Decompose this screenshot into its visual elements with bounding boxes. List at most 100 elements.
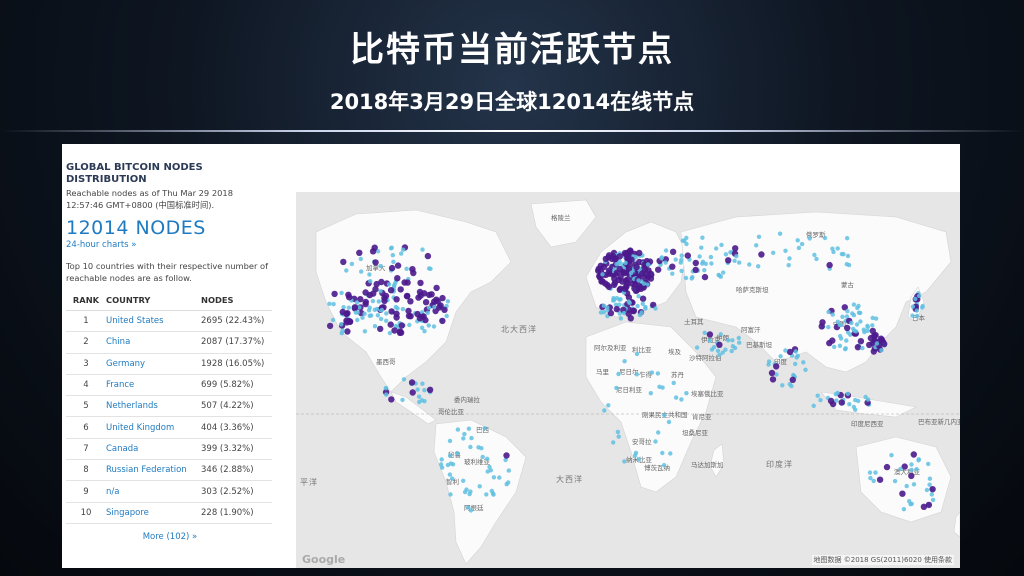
node-marker bbox=[598, 278, 605, 285]
node-marker bbox=[387, 330, 393, 336]
node-marker bbox=[766, 362, 771, 367]
node-marker bbox=[623, 283, 630, 290]
node-marker bbox=[381, 297, 388, 304]
country-link[interactable]: Netherlands bbox=[106, 395, 201, 418]
node-marker bbox=[389, 245, 394, 250]
node-marker bbox=[439, 465, 445, 470]
node-marker bbox=[622, 359, 627, 364]
charts-link[interactable]: 24-hour charts » bbox=[66, 240, 137, 250]
node-marker bbox=[419, 325, 425, 330]
node-marker bbox=[416, 394, 422, 399]
node-marker bbox=[416, 315, 424, 322]
nodes-header: NODES bbox=[201, 292, 272, 311]
node-marker bbox=[844, 314, 850, 319]
node-marker bbox=[669, 263, 676, 270]
heading-line1: GLOBAL BITCOIN NODES bbox=[66, 162, 203, 173]
node-marker bbox=[387, 287, 395, 294]
madagascar bbox=[709, 443, 725, 478]
map-attribution[interactable]: 地图数据 ©2018 GS(2011)6020 使用条款 bbox=[811, 555, 954, 565]
node-marker bbox=[616, 371, 621, 377]
country-link[interactable]: Germany bbox=[106, 353, 201, 375]
node-marker bbox=[840, 314, 845, 319]
country-link[interactable]: Canada bbox=[106, 438, 201, 461]
node-marker bbox=[390, 253, 395, 258]
map-label-colombia: 哥伦比亚 bbox=[438, 407, 465, 416]
country-link[interactable]: United Kingdom bbox=[106, 416, 201, 439]
node-marker bbox=[700, 235, 705, 240]
node-marker bbox=[404, 292, 411, 300]
map-canvas[interactable]: 北大西洋大西洋印度洋平洋加拿大俄罗斯哈萨克斯坦中国日本印度伊朗巴西澳大利亚阿尔及… bbox=[296, 192, 960, 568]
table-row: 6 United Kingdom 404 (3.36%) bbox=[66, 416, 272, 439]
node-marker bbox=[600, 272, 605, 277]
node-marker bbox=[856, 310, 862, 315]
map-label-australia: 澳大利亚 bbox=[894, 467, 921, 476]
node-marker bbox=[747, 262, 752, 267]
node-marker bbox=[910, 451, 917, 458]
node-marker bbox=[503, 457, 508, 463]
node-marker bbox=[756, 234, 762, 239]
map-label-indonesia: 印度尼西亚 bbox=[851, 419, 884, 428]
node-marker bbox=[340, 328, 345, 333]
node-marker bbox=[616, 434, 621, 439]
node-marker bbox=[383, 386, 388, 391]
node-marker bbox=[343, 319, 351, 326]
country-link[interactable]: France bbox=[106, 374, 201, 397]
map-label-indian-ocean: 印度洋 bbox=[766, 459, 793, 469]
world-map[interactable]: 北大西洋大西洋印度洋平洋加拿大俄罗斯哈萨克斯坦中国日本印度伊朗巴西澳大利亚阿尔及… bbox=[296, 192, 960, 568]
node-marker bbox=[431, 324, 437, 329]
country-link[interactable]: n/a bbox=[106, 480, 201, 503]
node-marker bbox=[692, 266, 699, 274]
node-marker bbox=[679, 268, 684, 274]
node-marker bbox=[812, 252, 817, 258]
node-marker bbox=[388, 308, 395, 315]
node-marker bbox=[424, 252, 432, 260]
as-of-line2: 12:57:46 GMT+0800 (中国标准时间). bbox=[66, 200, 215, 210]
node-marker bbox=[393, 304, 399, 310]
node-marker bbox=[920, 303, 925, 309]
table-row: 3 Germany 1928 (16.05%) bbox=[66, 353, 272, 375]
node-marker bbox=[838, 399, 845, 406]
node-marker bbox=[871, 332, 878, 340]
node-marker bbox=[426, 305, 432, 310]
country-link[interactable]: Singapore bbox=[106, 502, 201, 524]
node-marker bbox=[898, 466, 903, 472]
node-marker bbox=[794, 355, 799, 360]
rank-cell: 8 bbox=[66, 459, 106, 482]
table-row: 4 France 699 (5.82%) bbox=[66, 374, 272, 397]
country-header: COUNTRY bbox=[106, 292, 201, 311]
country-link[interactable]: China bbox=[106, 331, 201, 354]
node-marker bbox=[417, 292, 424, 299]
node-marker bbox=[892, 478, 898, 484]
node-marker bbox=[391, 327, 398, 334]
node-marker bbox=[467, 491, 472, 497]
node-marker bbox=[491, 492, 496, 497]
node-marker bbox=[787, 256, 792, 261]
node-marker bbox=[774, 372, 779, 377]
node-marker bbox=[461, 478, 466, 483]
node-marker bbox=[778, 354, 783, 359]
node-marker bbox=[718, 332, 723, 337]
node-marker bbox=[769, 376, 777, 383]
map-label-japan: 日本 bbox=[912, 313, 926, 322]
node-marker bbox=[796, 245, 802, 251]
map-label-canada: 加拿大 bbox=[366, 263, 386, 272]
node-marker bbox=[417, 279, 424, 287]
country-link[interactable]: United States bbox=[106, 310, 201, 333]
node-marker bbox=[660, 450, 665, 456]
google-logo: Google bbox=[302, 553, 346, 566]
node-marker bbox=[845, 253, 851, 259]
node-marker bbox=[909, 462, 914, 467]
node-marker bbox=[466, 505, 471, 510]
node-marker bbox=[730, 338, 735, 343]
node-marker bbox=[344, 328, 351, 335]
node-marker bbox=[643, 304, 648, 310]
node-marker bbox=[736, 335, 741, 341]
node-marker bbox=[632, 453, 638, 458]
node-marker bbox=[426, 386, 434, 393]
node-marker bbox=[702, 330, 707, 335]
map-label-libya: 利比亚 bbox=[632, 345, 652, 354]
country-link[interactable]: Russian Federation bbox=[106, 459, 201, 482]
more-link[interactable]: More (102) » bbox=[142, 531, 198, 542]
node-marker bbox=[616, 261, 621, 266]
node-marker bbox=[849, 320, 854, 326]
